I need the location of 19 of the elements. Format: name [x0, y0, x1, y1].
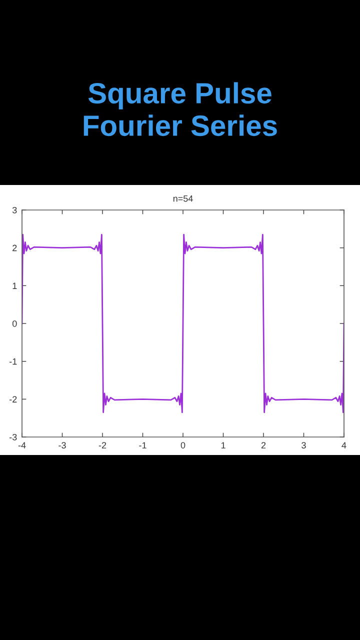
chart-subtitle: n=54	[173, 195, 193, 202]
line-series	[22, 234, 344, 414]
x-tick-label: 3	[302, 442, 306, 448]
y-tick-label: -2	[10, 396, 17, 402]
y-tick-label: -1	[10, 358, 17, 365]
y-tick-label: 0	[12, 320, 17, 327]
y-tick-label: 3	[12, 206, 17, 214]
y-tick-label: 1	[12, 282, 17, 289]
y-tick-label: -3	[10, 434, 17, 440]
x-tick-label: 0	[180, 442, 186, 448]
chart-title: Square Pulse Fourier Series	[84, 82, 277, 136]
x-tick-label: -1	[139, 442, 146, 448]
x-tick-label: 1	[221, 442, 226, 448]
y-tick-label: 2	[12, 244, 17, 252]
x-tick-label: 2	[261, 442, 266, 448]
x-tick-label: -3	[58, 442, 66, 448]
x-tick-label: 4	[342, 442, 346, 448]
x-tick-label: -4	[18, 442, 26, 448]
x-tick-label: -2	[98, 442, 106, 448]
